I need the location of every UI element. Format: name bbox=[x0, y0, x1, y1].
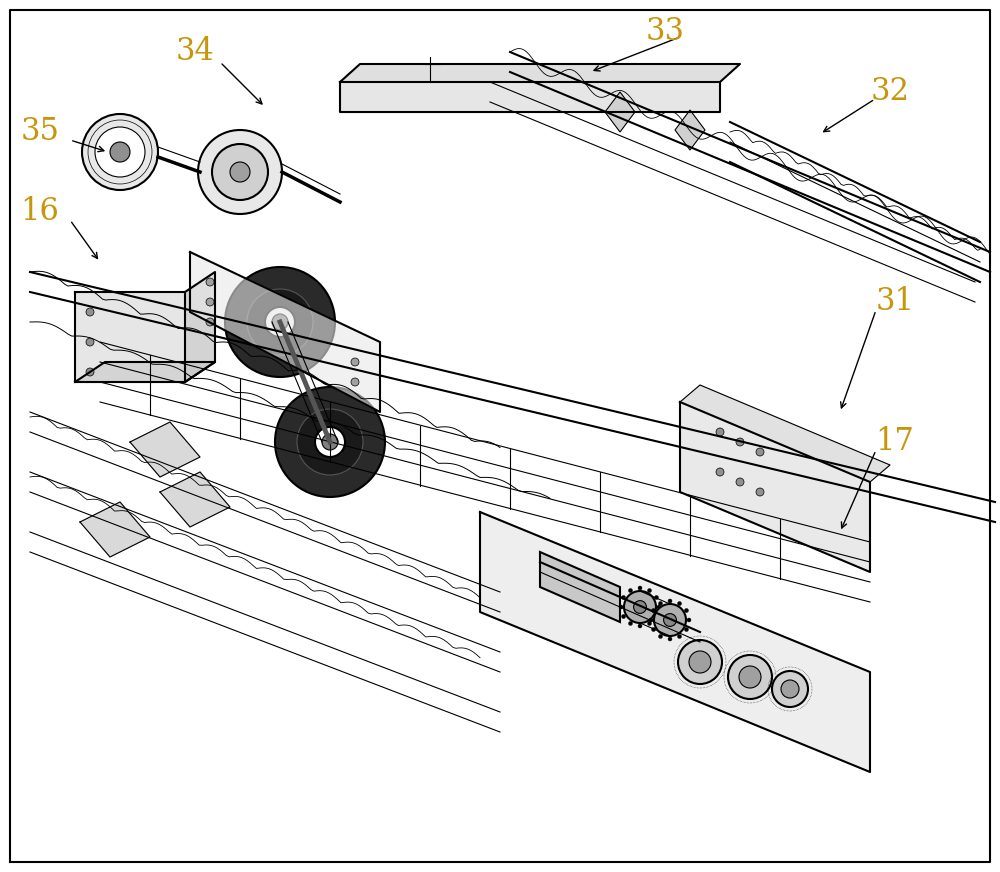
Text: 32: 32 bbox=[870, 77, 910, 107]
Circle shape bbox=[648, 589, 652, 593]
Polygon shape bbox=[605, 92, 635, 132]
Circle shape bbox=[86, 338, 94, 346]
Circle shape bbox=[82, 114, 158, 190]
Circle shape bbox=[684, 628, 688, 631]
Text: 16: 16 bbox=[21, 196, 59, 228]
Circle shape bbox=[772, 671, 808, 707]
Polygon shape bbox=[340, 64, 740, 82]
Circle shape bbox=[629, 622, 633, 625]
Circle shape bbox=[658, 602, 662, 605]
Circle shape bbox=[212, 144, 268, 200]
Polygon shape bbox=[160, 472, 230, 527]
Circle shape bbox=[247, 289, 313, 355]
Text: 31: 31 bbox=[876, 287, 914, 317]
Circle shape bbox=[619, 605, 623, 609]
Circle shape bbox=[689, 651, 711, 673]
Circle shape bbox=[624, 591, 656, 623]
Circle shape bbox=[654, 615, 658, 618]
Circle shape bbox=[206, 278, 214, 286]
Circle shape bbox=[654, 596, 658, 599]
Circle shape bbox=[629, 589, 633, 593]
Polygon shape bbox=[680, 402, 870, 572]
Polygon shape bbox=[340, 82, 720, 112]
Circle shape bbox=[230, 162, 250, 182]
Circle shape bbox=[739, 666, 761, 688]
Circle shape bbox=[781, 680, 799, 698]
Circle shape bbox=[86, 308, 94, 316]
Polygon shape bbox=[540, 552, 620, 622]
Circle shape bbox=[638, 624, 642, 628]
Polygon shape bbox=[190, 252, 380, 412]
Text: 17: 17 bbox=[876, 426, 914, 458]
Polygon shape bbox=[75, 292, 185, 382]
Circle shape bbox=[668, 599, 672, 603]
Polygon shape bbox=[185, 272, 215, 382]
Circle shape bbox=[86, 368, 94, 376]
Circle shape bbox=[756, 448, 764, 456]
Circle shape bbox=[315, 427, 345, 457]
Circle shape bbox=[668, 637, 672, 641]
Circle shape bbox=[634, 601, 646, 613]
Circle shape bbox=[351, 358, 359, 366]
Circle shape bbox=[622, 596, 626, 599]
Circle shape bbox=[716, 428, 724, 436]
Circle shape bbox=[206, 318, 214, 326]
Polygon shape bbox=[680, 385, 890, 482]
Circle shape bbox=[658, 635, 662, 638]
Polygon shape bbox=[130, 422, 200, 477]
Circle shape bbox=[716, 468, 724, 476]
Circle shape bbox=[657, 605, 661, 609]
Circle shape bbox=[198, 130, 282, 214]
Circle shape bbox=[664, 614, 676, 626]
Circle shape bbox=[756, 488, 764, 496]
Text: 33: 33 bbox=[646, 17, 684, 47]
Circle shape bbox=[225, 267, 335, 377]
Circle shape bbox=[322, 434, 338, 450]
Circle shape bbox=[684, 609, 688, 612]
Circle shape bbox=[678, 602, 682, 605]
Circle shape bbox=[351, 378, 359, 386]
Circle shape bbox=[206, 298, 214, 306]
Polygon shape bbox=[675, 110, 705, 150]
Circle shape bbox=[736, 478, 744, 486]
Circle shape bbox=[95, 127, 145, 177]
Polygon shape bbox=[480, 512, 870, 772]
Circle shape bbox=[648, 622, 652, 625]
Text: 34: 34 bbox=[176, 37, 214, 67]
Circle shape bbox=[654, 604, 686, 636]
Text: 35: 35 bbox=[20, 117, 60, 147]
Circle shape bbox=[265, 307, 295, 337]
Circle shape bbox=[272, 314, 288, 330]
Circle shape bbox=[297, 409, 363, 475]
Circle shape bbox=[638, 586, 642, 590]
Circle shape bbox=[652, 609, 656, 612]
Circle shape bbox=[678, 640, 722, 684]
Circle shape bbox=[652, 628, 656, 631]
Circle shape bbox=[649, 618, 653, 622]
Circle shape bbox=[687, 618, 691, 622]
Circle shape bbox=[275, 387, 385, 497]
Polygon shape bbox=[80, 502, 150, 557]
Circle shape bbox=[678, 635, 682, 638]
Circle shape bbox=[728, 655, 772, 699]
Circle shape bbox=[622, 615, 626, 618]
Polygon shape bbox=[75, 362, 215, 382]
Circle shape bbox=[736, 438, 744, 446]
Circle shape bbox=[110, 142, 130, 162]
